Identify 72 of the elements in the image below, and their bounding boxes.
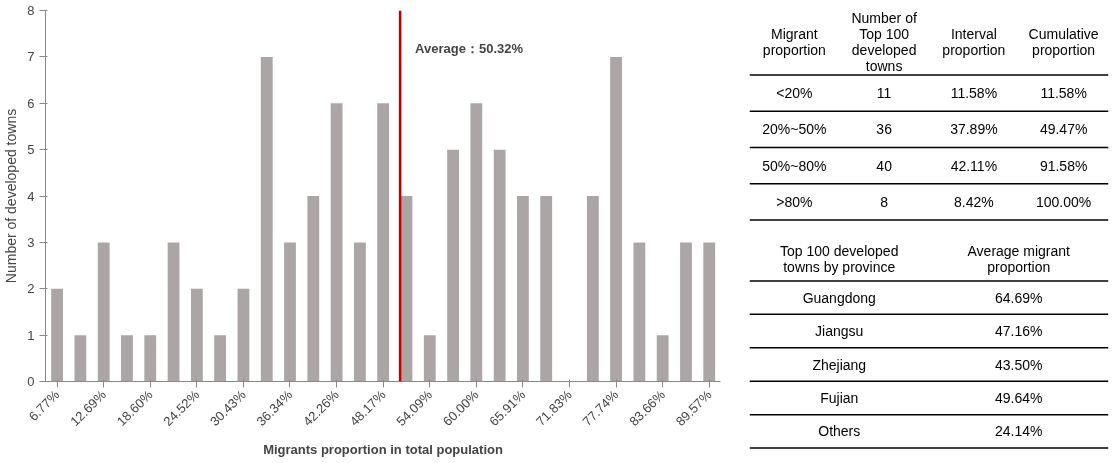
- text: 40: [876, 157, 893, 174]
- text: Guangdong: [802, 289, 876, 306]
- text: 64.69%: [995, 289, 1043, 306]
- y-tick-label: 1: [27, 327, 35, 343]
- y-tick-label: 5: [27, 142, 35, 158]
- text: Jiangsu: [815, 323, 864, 340]
- text: 43.50%: [995, 356, 1043, 373]
- bar: [237, 288, 250, 382]
- bar: [610, 56, 622, 382]
- bar: [703, 242, 716, 382]
- text: 100.00%: [1035, 193, 1092, 210]
- bar: [586, 196, 599, 382]
- text: 49.64%: [995, 389, 1043, 406]
- bar: [167, 242, 180, 382]
- bar: [470, 103, 483, 382]
- text: Cumulative proportion: [1028, 25, 1099, 58]
- bar: [190, 288, 203, 382]
- text: 42.11%: [950, 157, 998, 174]
- text: 37.89%: [950, 121, 998, 138]
- bar: [423, 335, 436, 382]
- bar: [656, 335, 669, 382]
- text: 20%~50%: [762, 121, 827, 138]
- text: <20%: [776, 85, 813, 102]
- text: Number of Top 100 developed towns: [851, 9, 917, 74]
- bar: [516, 196, 529, 382]
- bar: [540, 196, 553, 382]
- bar: [121, 335, 133, 382]
- y-tick-label: 2: [27, 281, 35, 297]
- text: >80%: [776, 193, 813, 210]
- text: 8: [880, 193, 889, 210]
- text: 11: [876, 85, 892, 102]
- bar: [330, 103, 343, 382]
- text: Average migrant proportion: [967, 242, 1071, 275]
- bar: [377, 103, 390, 382]
- bar: [284, 242, 296, 382]
- text: Top 100 developed towns by province: [780, 242, 899, 275]
- bar: [680, 242, 692, 382]
- text: 91.58%: [1039, 157, 1088, 174]
- text: 24.14%: [995, 423, 1043, 440]
- text: 50%~80%: [762, 157, 827, 174]
- y-tick-label: 3: [27, 234, 35, 250]
- bar: [447, 149, 460, 382]
- bar: [144, 335, 157, 382]
- bar: [400, 196, 413, 382]
- text: Fujian: [820, 389, 859, 406]
- bar: [51, 288, 63, 382]
- text: 47.16%: [995, 323, 1043, 340]
- y-tick-label: 4: [27, 188, 35, 204]
- text: Others: [818, 423, 861, 440]
- bar: [74, 335, 87, 382]
- y-tick-label: 7: [27, 49, 35, 65]
- bar: [354, 242, 366, 382]
- bar: [214, 335, 227, 382]
- y-tick-label: 0: [27, 374, 35, 389]
- text: Migrant proportion: [762, 25, 826, 58]
- y-axis-title: Number of developed towns: [3, 108, 20, 284]
- text: 11.58%: [950, 85, 998, 102]
- bar: [493, 149, 506, 382]
- y-tick-label: 8: [27, 3, 35, 18]
- bar: [307, 196, 320, 382]
- text: Interval proportion: [942, 25, 1006, 58]
- bar: [633, 242, 646, 382]
- y-tick-label: 6: [27, 95, 35, 111]
- bar: [260, 56, 273, 382]
- text: Zhejiang: [812, 356, 867, 373]
- ref-line-label: Average：50.32%: [415, 40, 524, 56]
- text: 8.42%: [954, 193, 994, 210]
- text: 49.47%: [1039, 121, 1088, 138]
- text: 11.58%: [1040, 85, 1087, 102]
- text: 36: [876, 121, 893, 138]
- bar: [97, 242, 110, 382]
- x-axis-title: Migrants proportion in total population: [263, 442, 503, 458]
